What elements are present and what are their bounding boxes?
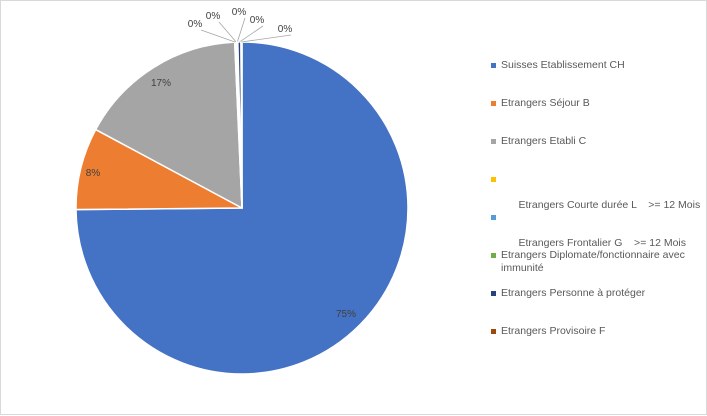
- legend-label-frontalier-g: Etrangers Frontalier G >= 12 Mois: [518, 237, 687, 249]
- data-label-sejour-b: 8%: [86, 168, 101, 179]
- leader-line-courte-duree-l: [200, 29, 236, 43]
- data-label-courte-duree-l: 0%: [188, 19, 203, 30]
- legend-swatch-diplomate: [491, 253, 496, 258]
- data-label-suisses-etablissement: 75%: [336, 309, 356, 320]
- legend-swatch-personne-a-proteger: [491, 291, 496, 296]
- legend-swatch-sejour-b: [491, 101, 496, 106]
- legend-label-courte-duree-l: Etrangers Courte durée L >= 12 Mois: [518, 199, 701, 211]
- legend-swatch-suisses-etablissement: [491, 63, 496, 68]
- legend-item-frontalier-g: Etrangers Frontalier G >= 12 Mois: [491, 211, 701, 249]
- legend: Suisses Etablissement CH Etrangers Séjou…: [491, 59, 701, 338]
- legend-item-personne-a-proteger: Etrangers Personne à protéger: [491, 287, 701, 300]
- leader-line-diplomate: [236, 17, 246, 43]
- legend-label-provisoire-f: Etrangers Provisoire F: [501, 325, 606, 337]
- data-label-etabli-c: 17%: [151, 78, 171, 89]
- legend-swatch-courte-duree-l: [491, 177, 496, 182]
- legend-label-suisses-etablissement: Suisses Etablissement CH: [501, 59, 625, 71]
- legend-item-provisoire-f: Etrangers Provisoire F: [491, 325, 701, 338]
- legend-label-diplomate: Etrangers Diplomate/fonctionnaire avec i…: [501, 249, 685, 274]
- legend-item-diplomate: Etrangers Diplomate/fonctionnaire avec i…: [491, 249, 701, 275]
- data-label-diplomate: 0%: [232, 7, 247, 18]
- data-label-frontalier-g: 0%: [206, 11, 221, 22]
- legend-item-suisses-etablissement: Suisses Etablissement CH: [491, 59, 701, 72]
- data-label-provisoire-f: 0%: [278, 24, 293, 35]
- leader-line-provisoire-f: [241, 34, 292, 43]
- legend-label-etabli-c: Etrangers Etabli C: [501, 135, 587, 147]
- leader-line-personne-a-proteger: [239, 25, 264, 43]
- pie-slice-suisses-etablissement: [75, 41, 409, 375]
- pie-slice-provisoire-f: [240, 41, 243, 209]
- pie-slice-etabli-c: [94, 41, 243, 210]
- legend-label-personne-a-proteger: Etrangers Personne à protéger: [501, 287, 646, 299]
- legend-item-sejour-b: Etrangers Séjour B: [491, 97, 701, 110]
- legend-item-courte-duree-l: Etrangers Courte durée L >= 12 Mois: [491, 173, 701, 211]
- legend-item-etabli-c: Etrangers Etabli C: [491, 135, 701, 148]
- leader-line-frontalier-g: [218, 21, 237, 43]
- legend-swatch-frontalier-g: [491, 215, 496, 220]
- data-label-personne-a-proteger: 0%: [250, 15, 265, 26]
- legend-swatch-provisoire-f: [491, 329, 496, 334]
- legend-swatch-etabli-c: [491, 139, 496, 144]
- legend-label-sejour-b: Etrangers Séjour B: [501, 97, 590, 109]
